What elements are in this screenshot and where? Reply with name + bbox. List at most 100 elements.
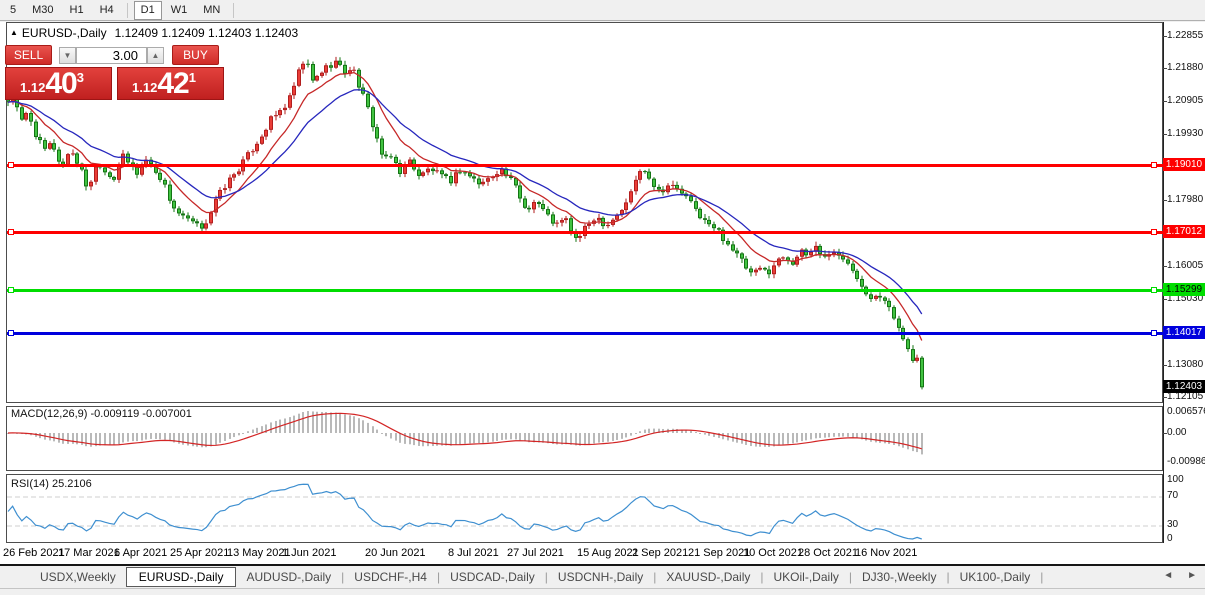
chart-symbol-label: EURUSD-,Daily <box>21 26 107 40</box>
price-tick-label: 1.22855 <box>1167 30 1204 41</box>
chart-window <box>0 22 1205 564</box>
macd-axis-label: 0.00 <box>1167 427 1187 438</box>
tab-item-usdcad-daily[interactable]: USDCAD-,Daily <box>450 570 535 584</box>
tab-separator: | <box>760 570 764 584</box>
level-badge: 1.17012 <box>1163 225 1205 238</box>
price-tick-dash <box>1163 134 1167 135</box>
tab-item-usdchf-h4[interactable]: USDCHF-,H4 <box>354 570 427 584</box>
rsi-indicator-canvas[interactable] <box>7 476 1162 542</box>
price-tick-dash <box>1163 365 1167 366</box>
level-line-1.15299[interactable] <box>7 289 1163 292</box>
tab-scroll-left-icon[interactable]: ◄ <box>1163 570 1174 581</box>
volume-input[interactable] <box>76 47 147 64</box>
date-label: 10 Oct 2021 <box>743 547 803 559</box>
date-label: 27 Jul 2021 <box>507 547 564 559</box>
date-label: 6 Apr 2021 <box>114 547 168 559</box>
rsi-axis-label: 0 <box>1167 533 1173 544</box>
tf-button-d1[interactable]: D1 <box>133 0 162 20</box>
sell-price-point: 3 <box>76 70 84 85</box>
date-label: 2 Sep 2021 <box>632 547 689 559</box>
macd-name: MACD(12,26,9) <box>11 408 88 420</box>
tab-separator: | <box>436 570 441 584</box>
date-label: 1 Jun 2021 <box>282 547 337 559</box>
tab-item-ukoil-daily[interactable]: UKOil-,Daily <box>773 570 839 584</box>
level-line-1.17012[interactable] <box>7 231 1163 234</box>
tabbar-top-border <box>0 564 1205 566</box>
date-label: 17 Mar 2021 <box>58 547 120 559</box>
toolbar-separator <box>126 2 128 18</box>
buy-price-panel[interactable]: 1.12 42 1 <box>117 67 224 100</box>
sell-price-panel[interactable]: 1.12 40 3 <box>5 67 112 100</box>
tf-button-mn[interactable]: MN <box>203 3 221 16</box>
date-label: 15 Aug 2021 <box>577 547 639 559</box>
price-tick-label: 1.16005 <box>1167 260 1204 271</box>
level-line-handle[interactable] <box>8 162 14 168</box>
tab-separator: | <box>653 570 657 584</box>
level-line-handle[interactable] <box>1151 162 1157 168</box>
tf-button-w1[interactable]: W1 <box>170 3 188 16</box>
price-tick-label: 1.21880 <box>1167 62 1204 73</box>
volume-decrease-button[interactable]: ▼ <box>59 47 76 64</box>
level-line-handle[interactable] <box>8 287 14 293</box>
macd-axis-dash <box>1163 433 1167 434</box>
level-line-handle[interactable] <box>1151 229 1157 235</box>
tab-scroll-right-icon[interactable]: ► <box>1187 570 1197 581</box>
date-label: 13 May 2021 <box>227 547 291 559</box>
spin-up-icon: ▲ <box>151 51 160 60</box>
tab-item-uk100-daily[interactable]: UK100-,Daily <box>959 570 1031 584</box>
tf-button-m30[interactable]: M30 <box>32 3 54 16</box>
tab-item-xauusd-daily[interactable]: XAUUSD-,Daily <box>666 570 751 584</box>
tf-button-h1[interactable]: H1 <box>69 3 84 16</box>
macd-label: MACD(12,26,9) -0.009119 -0.007001 <box>11 408 192 420</box>
level-line-handle[interactable] <box>8 229 14 235</box>
tf-button-5[interactable]: 5 <box>10 3 17 16</box>
tab-item-usdx-weekly[interactable]: USDX,Weekly <box>40 570 116 584</box>
price-tick-label: 1.19930 <box>1167 128 1204 139</box>
macd-main-value: -0.009119 <box>90 408 140 420</box>
macd-indicator-canvas[interactable] <box>7 407 1162 470</box>
price-tick-label: 1.15030 <box>1167 293 1204 304</box>
current-price-badge: 1.12403 <box>1163 380 1205 393</box>
buy-button[interactable]: BUY <box>172 45 219 65</box>
date-label: 20 Jun 2021 <box>365 547 426 559</box>
price-tick-dash <box>1163 200 1167 201</box>
macd-axis-label: -0.00986 <box>1167 456 1205 467</box>
price-axis-separator <box>1163 22 1164 543</box>
level-line-handle[interactable] <box>1151 287 1157 293</box>
price-tick-label: 1.12105 <box>1167 391 1204 402</box>
status-strip <box>0 588 1205 595</box>
rsi-value: 25.2106 <box>51 478 92 490</box>
level-line-1.19010[interactable] <box>7 164 1163 167</box>
chart-ohlc-quotes: 1.12409 1.12409 1.12403 1.12403 <box>114 26 299 40</box>
level-line-1.14017[interactable] <box>7 332 1163 335</box>
chart-collapse-triangle-icon: ▲ <box>10 28 18 37</box>
price-tick-dash <box>1163 36 1167 37</box>
date-label: 25 Apr 2021 <box>170 547 230 559</box>
tab-separator: | <box>544 570 548 584</box>
tab-item-audusd-daily[interactable]: AUDUSD-,Daily <box>246 570 332 584</box>
price-tick-label: 1.13080 <box>1167 359 1204 370</box>
sell-button[interactable]: SELL <box>5 45 52 65</box>
level-badge: 1.14017 <box>1163 326 1205 339</box>
level-line-handle[interactable] <box>8 330 14 336</box>
level-badge: 1.19010 <box>1163 158 1205 171</box>
rsi-axis-label: 100 <box>1167 474 1184 485</box>
tab-separator: | <box>848 570 852 584</box>
tab-scroll-arrows: ◄ ► <box>1163 570 1197 581</box>
symbol-tab-bar: USDX,Weekly EURUSD-,Daily AUDUSD-,Daily | US… <box>0 566 1205 588</box>
price-tick-label: 1.17980 <box>1167 194 1204 205</box>
price-tick-label: 1.20905 <box>1167 95 1204 106</box>
tab-item-usdcnh-daily[interactable]: USDCNH-,Daily <box>557 570 644 584</box>
rsi-axis-label: 70 <box>1167 490 1179 501</box>
rsi-label: RSI(14) 25.2106 <box>11 478 92 490</box>
price-tick-dash <box>1163 299 1167 300</box>
price-tick-dash <box>1163 68 1167 69</box>
tab-item-dj30-weekly[interactable]: DJ30-,Weekly <box>861 570 937 584</box>
tf-button-h4[interactable]: H4 <box>99 3 114 16</box>
volume-increase-button[interactable]: ▲ <box>147 47 164 64</box>
spin-down-icon: ▼ <box>63 51 72 60</box>
level-line-handle[interactable] <box>1151 330 1157 336</box>
date-label: 21 Sep 2021 <box>688 547 751 559</box>
tab-item-eurusd-daily[interactable]: EURUSD-,Daily <box>125 567 237 587</box>
